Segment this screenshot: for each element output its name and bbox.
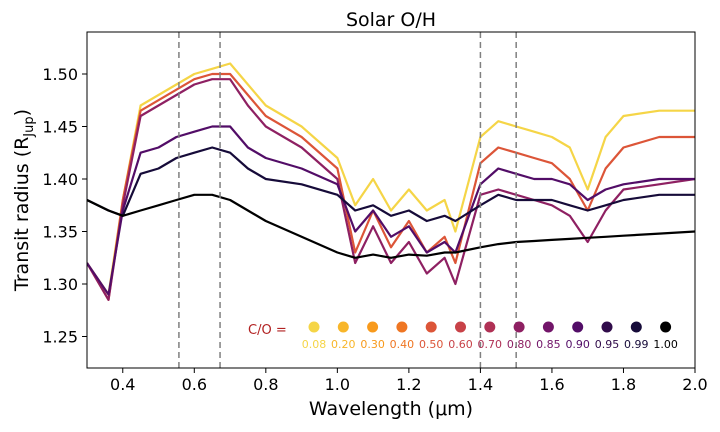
legend-label-0.08: 0.08 bbox=[302, 338, 327, 351]
legend-label-0.80: 0.80 bbox=[507, 338, 532, 351]
legend-marker-0.60 bbox=[455, 321, 466, 333]
y-tick-label: 1.25 bbox=[42, 328, 78, 347]
legend-label-0.99: 0.99 bbox=[624, 338, 649, 351]
y-axis-label-close: ) bbox=[11, 109, 33, 116]
legend-marker-0.08 bbox=[308, 321, 320, 333]
legend-label-0.40: 0.40 bbox=[390, 338, 415, 351]
legend-label-0.95: 0.95 bbox=[595, 338, 620, 351]
legend-label-0.70: 0.70 bbox=[478, 338, 503, 351]
legend-marker-1.00 bbox=[660, 321, 672, 333]
y-tick-label: 1.30 bbox=[42, 275, 78, 294]
y-axis-label-main: Transit radius (R bbox=[11, 137, 33, 292]
legend-marker-0.70 bbox=[484, 321, 496, 333]
legend-title: C/O = bbox=[248, 323, 287, 338]
legend-marker-0.40 bbox=[396, 321, 408, 333]
series-line-0.99 bbox=[87, 146, 695, 223]
legend-label-0.50: 0.50 bbox=[419, 338, 444, 351]
legend-marker-0.30 bbox=[367, 321, 379, 333]
x-tick-label: 0.6 bbox=[182, 375, 207, 394]
y-axis: 1.25 1.30 1.35 1.40 1.45 1.50 bbox=[42, 65, 87, 347]
x-tick-label: 1.2 bbox=[396, 375, 421, 394]
x-tick-label: 1.6 bbox=[539, 375, 564, 394]
legend-marker-0.90 bbox=[572, 321, 584, 333]
series-line-0.50 bbox=[87, 72, 695, 301]
legend-marker-0.50 bbox=[425, 321, 437, 333]
x-tick-label: 1.4 bbox=[468, 375, 493, 394]
legend-marker-0.80 bbox=[513, 321, 525, 333]
legend: 0.08 0.20 0.30 0.40 0.50 0.60 0.70 0.80 0.85 0.90… bbox=[302, 321, 678, 351]
x-tick-label: 1.8 bbox=[611, 375, 636, 394]
plot-frame bbox=[86, 31, 696, 369]
legend-marker-0.95 bbox=[601, 321, 613, 333]
series-line-0.90 bbox=[87, 125, 695, 296]
series-line-0.08 bbox=[87, 62, 695, 296]
legend-marker-0.85 bbox=[542, 321, 554, 333]
y-tick-label: 1.45 bbox=[42, 118, 78, 137]
x-tick-label: 1.0 bbox=[325, 375, 350, 394]
y-tick-label: 1.40 bbox=[42, 170, 78, 189]
x-tick-label: 0.4 bbox=[110, 375, 135, 394]
y-axis-label-sub: Jup bbox=[22, 116, 37, 137]
x-axis-label: Wavelength (μm) bbox=[309, 398, 473, 420]
series-layer bbox=[87, 62, 695, 301]
y-tick-label: 1.50 bbox=[42, 65, 78, 84]
y-axis-label: Transit radius (RJup) bbox=[11, 109, 37, 292]
legend-label-0.30: 0.30 bbox=[360, 338, 385, 351]
x-tick-label: 0.8 bbox=[253, 375, 278, 394]
chart-title: Solar O/H bbox=[346, 9, 436, 31]
series-line-0.80 bbox=[87, 78, 695, 301]
x-tick-label: 2.0 bbox=[682, 375, 707, 394]
legend-marker-0.99 bbox=[630, 321, 642, 333]
legend-label-1.00: 1.00 bbox=[653, 338, 678, 351]
legend-label-0.85: 0.85 bbox=[536, 338, 561, 351]
series-line-1.00 bbox=[87, 193, 695, 259]
legend-marker-0.20 bbox=[337, 321, 349, 333]
x-axis: 0.4 0.6 0.8 1.0 1.2 1.4 1.6 1.8 2.0 bbox=[110, 368, 708, 394]
legend-label-0.90: 0.90 bbox=[565, 338, 590, 351]
reference-lines bbox=[178, 32, 517, 368]
legend-label-0.20: 0.20 bbox=[331, 338, 356, 351]
y-tick-label: 1.35 bbox=[42, 223, 78, 242]
legend-label-0.60: 0.60 bbox=[448, 338, 473, 351]
